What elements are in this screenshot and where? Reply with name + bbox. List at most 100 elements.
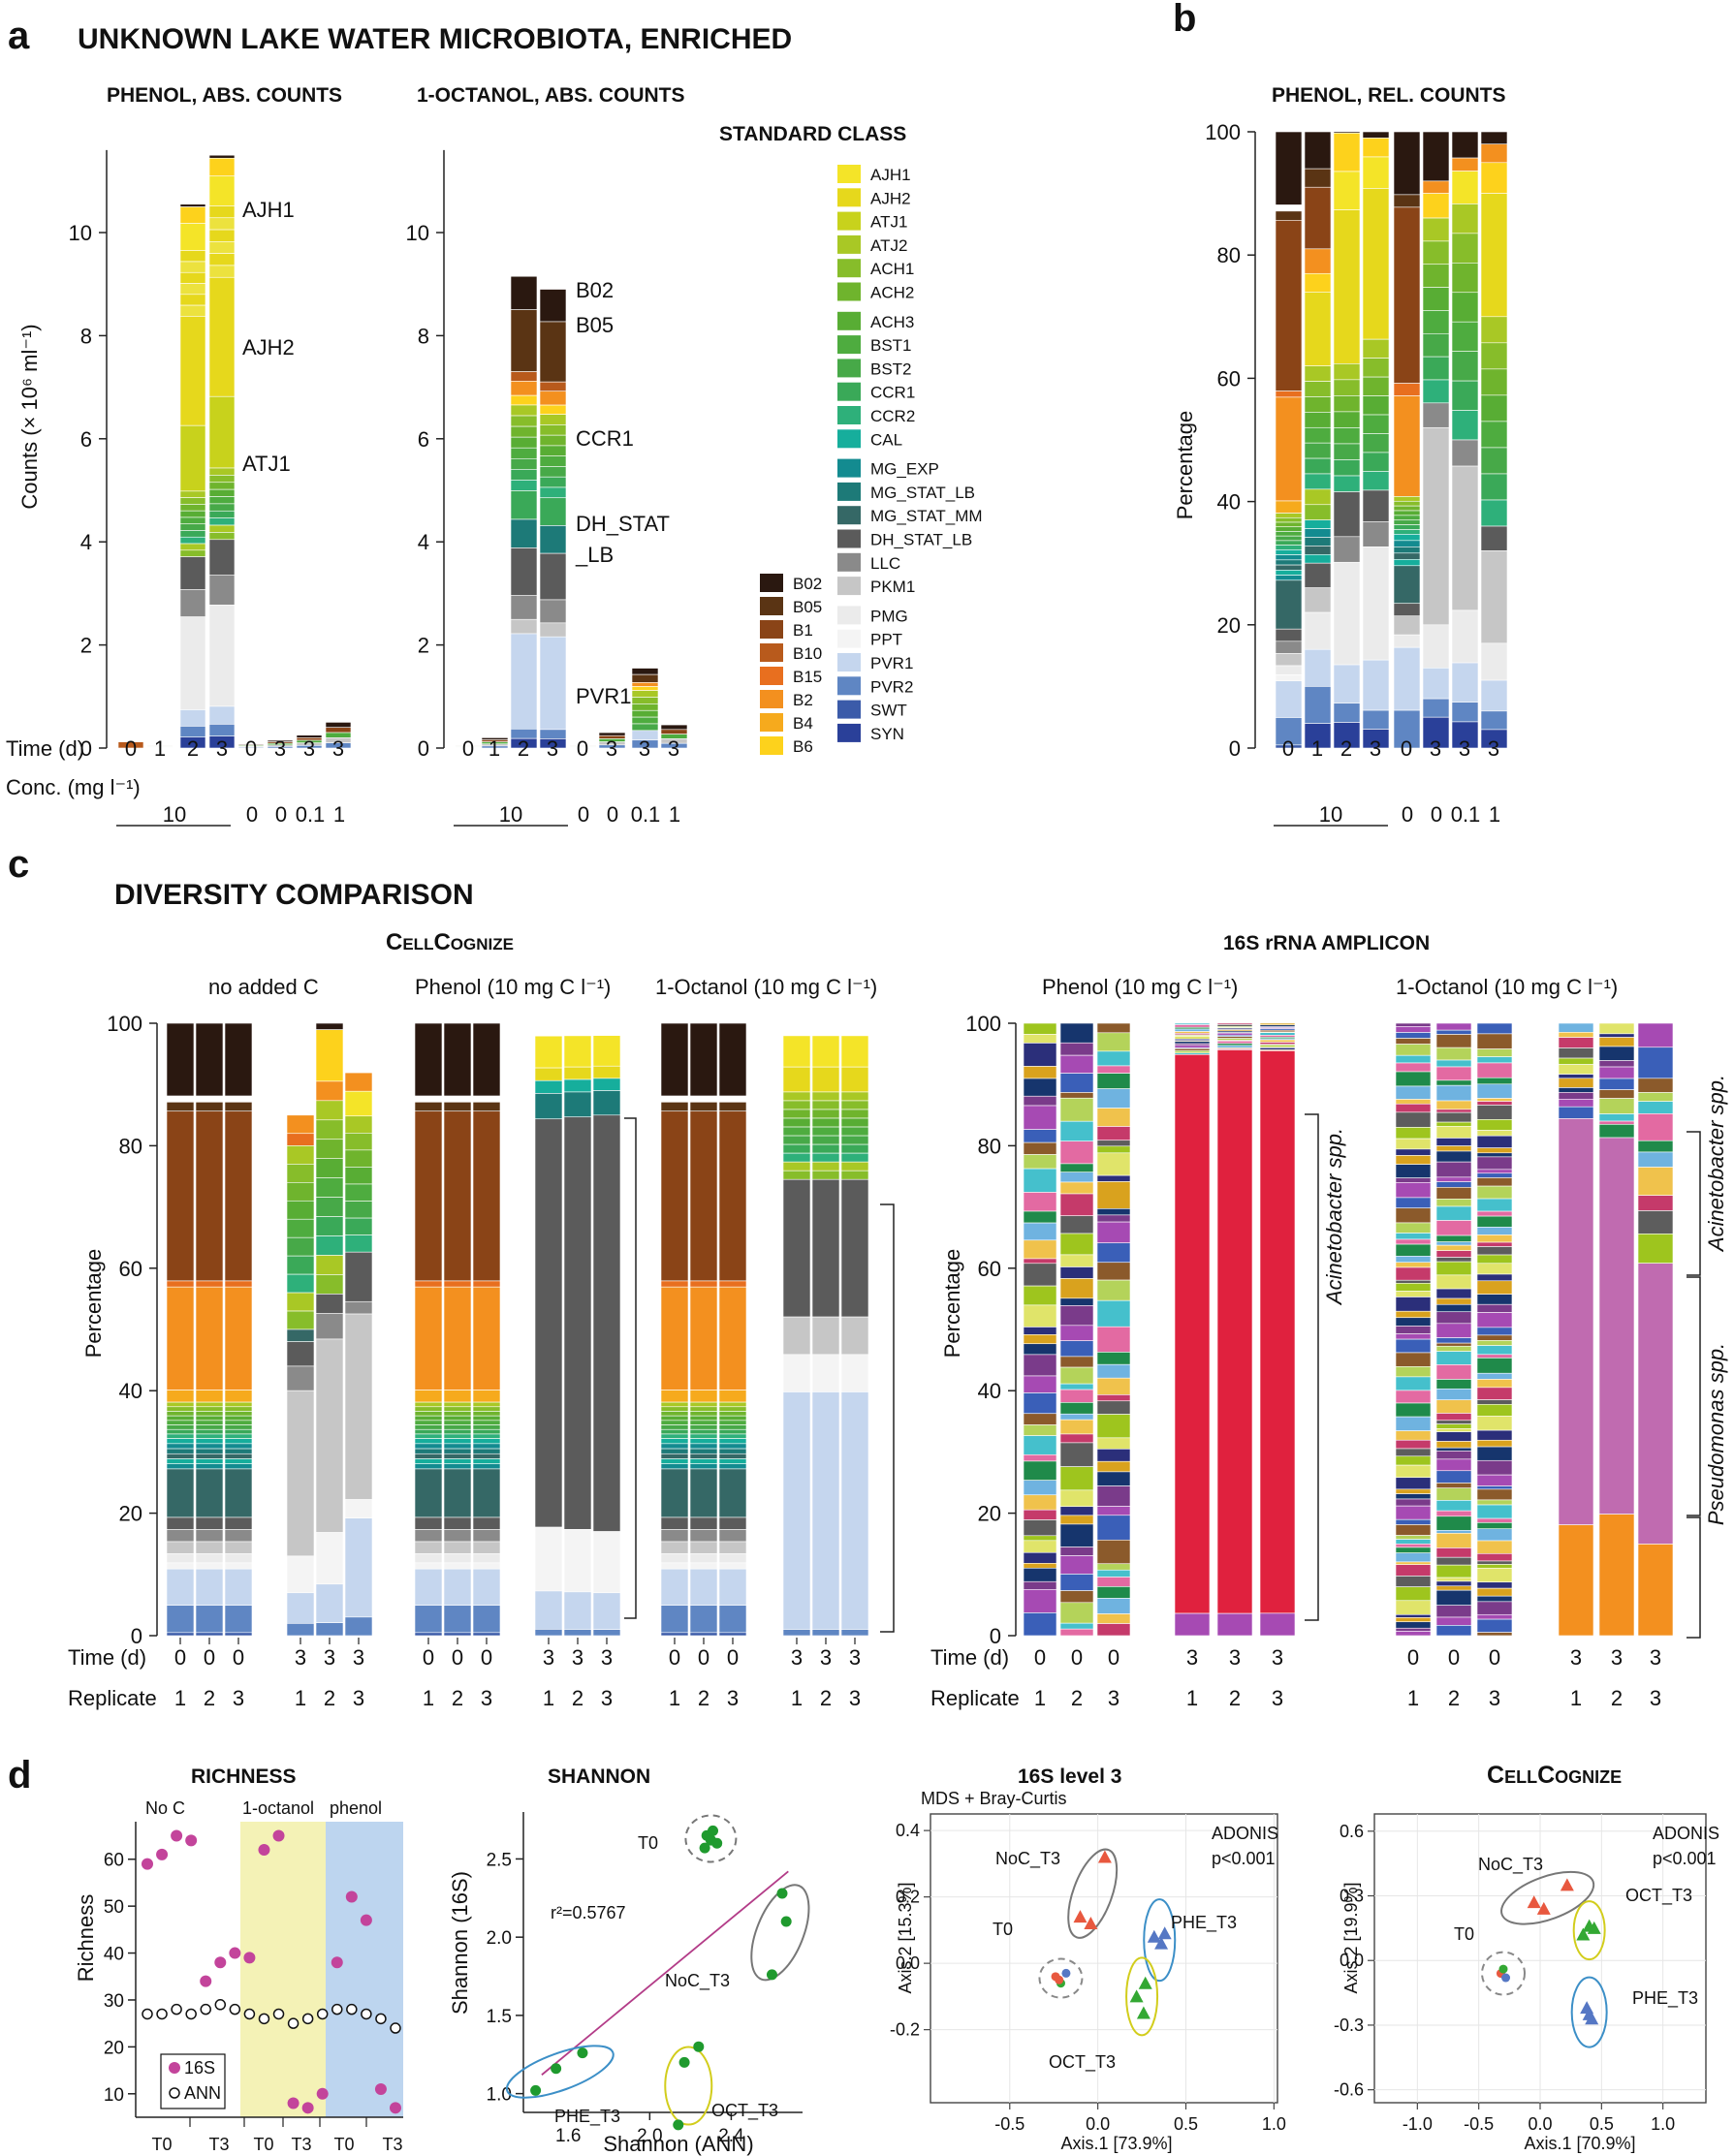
cc-bar-seg (315, 1313, 344, 1340)
cc-bar-seg (472, 1541, 501, 1554)
cc-bar-seg (286, 1390, 315, 1557)
a1-bar-seg (208, 575, 236, 606)
s16o-bar-seg (1395, 1430, 1432, 1441)
cc-bar-seg (782, 1629, 811, 1637)
b-bar-seg (1451, 439, 1479, 467)
s16p-t3-bar-seg (1259, 1032, 1296, 1036)
s16o-bar-seg (1395, 1627, 1432, 1632)
s16o-bar-seg (1435, 1345, 1472, 1352)
s16p-bar-seg (1023, 1551, 1057, 1564)
s16o-t3-bar-seg (1598, 1078, 1635, 1090)
cc-bar-seg (718, 1568, 747, 1607)
cc-bar-seg (472, 1415, 501, 1422)
b-bar-seg (1393, 615, 1421, 636)
s16o-bar-seg (1435, 1176, 1472, 1182)
s16o-bar-seg (1435, 1161, 1472, 1178)
cc-bar-seg (689, 1280, 718, 1288)
b-bar-seg (1275, 391, 1303, 398)
s16p-bar-seg (1096, 1569, 1131, 1578)
s16p-bar-seg (1059, 1590, 1094, 1604)
s16o-bar-seg (1395, 1164, 1432, 1178)
s16o-bar-seg (1476, 1234, 1513, 1243)
s16o-bar-seg (1395, 1547, 1432, 1553)
b-bar-seg (1422, 264, 1450, 288)
b-bar-seg (1275, 220, 1303, 391)
time-label: 3 (668, 736, 679, 761)
s16o-t3-bar-seg (1637, 1047, 1674, 1079)
cc-bar-seg (315, 1216, 344, 1236)
time-label: 0 (577, 736, 588, 761)
mds-pval: p<0.001 (1212, 1849, 1276, 1868)
b-bar-seg (1393, 646, 1421, 711)
s16o-bar-seg (1476, 1198, 1513, 1212)
cc-bar-seg (660, 1562, 689, 1570)
mds16s-ellipse (1067, 1848, 1119, 1939)
legend-swatch (837, 282, 861, 301)
legend-swatch (760, 690, 783, 708)
a1-bar-seg (208, 154, 236, 159)
cc-bar-seg (195, 1458, 224, 1465)
a1-tick-label: 4 (80, 530, 92, 554)
s16o-bar-seg (1395, 1402, 1432, 1418)
cc-bar-seg (224, 1286, 253, 1390)
b-bar-seg (1275, 210, 1303, 221)
s16p-bar-seg (1023, 1460, 1057, 1481)
b-bar-seg (1480, 642, 1508, 681)
a2-bar-seg (539, 486, 567, 499)
time-label: 3 (1488, 736, 1499, 761)
s16p-bar-seg (1023, 1354, 1057, 1377)
cc-bar-seg (811, 1152, 840, 1163)
shannon-lbl-noc: NoC_T3 (665, 1971, 730, 1991)
richness-16s-point (185, 1834, 198, 1847)
legend-label-atj1: ATJ1 (870, 213, 907, 232)
a1-bar-seg (179, 271, 206, 284)
s16p-bar-seg (1023, 1304, 1057, 1328)
s16p-bar-seg (1023, 1424, 1057, 1436)
s16p-bar-seg (1059, 1073, 1094, 1093)
cc-bar-seg (660, 1390, 689, 1403)
mdscc-xtick-label: 0.0 (1528, 2114, 1552, 2134)
a2-bar-seg (510, 275, 538, 310)
s16p-bar-seg (1059, 1389, 1094, 1403)
shannon-ylabel: Shannon (16S) (448, 1871, 472, 2015)
richness-ann-point (301, 2013, 314, 2025)
cc-bar-seg (689, 1406, 718, 1412)
a2-bar-seg (539, 381, 567, 392)
b-bar-seg (1451, 351, 1479, 382)
replicate-label: 2 (572, 1686, 583, 1710)
cc-bar-seg (224, 1516, 253, 1530)
cc-bar-seg (689, 1468, 718, 1518)
b-bar-seg (1480, 193, 1508, 318)
cc-bar-seg (472, 1110, 501, 1282)
b-bar-seg (1393, 206, 1421, 384)
a2-bar-seg (539, 476, 567, 488)
cc-bar-seg (534, 1590, 563, 1630)
conc-label: 0 (607, 802, 618, 827)
s16o-bar-seg (1476, 1399, 1513, 1405)
cc-bar-seg (443, 1401, 472, 1408)
replicate-label: 2 (1448, 1686, 1460, 1710)
s16o-bar-seg (1395, 1518, 1432, 1525)
a1-bar-seg (179, 523, 206, 531)
s16o-bar-seg (1476, 1632, 1513, 1637)
s16o-bar-seg (1395, 1071, 1432, 1087)
legend-swatch (837, 577, 861, 596)
a2-bar-seg (539, 289, 567, 323)
time-label: 3 (547, 736, 558, 761)
s16p-bar-seg (1059, 1181, 1094, 1195)
b-bar-seg (1333, 664, 1361, 704)
cc-bar-seg (563, 1022, 592, 1037)
a2-bar-seg (539, 445, 567, 456)
legend-label-ach3: ACH3 (870, 313, 914, 331)
cc-bar-seg (286, 1145, 315, 1165)
cc-bar-seg (660, 1529, 689, 1543)
s16o-bar-seg (1476, 1105, 1513, 1120)
s16o-bar-seg (1395, 1266, 1432, 1281)
cc-bar-seg (344, 1499, 373, 1519)
time-label: 0 (1448, 1645, 1460, 1670)
a2-bar-seg (539, 391, 567, 406)
a2-bar-seg (660, 742, 688, 749)
cc-bar-seg (718, 1433, 747, 1439)
richness-ann-point (200, 2003, 211, 2015)
b-bar-seg (1275, 641, 1303, 654)
